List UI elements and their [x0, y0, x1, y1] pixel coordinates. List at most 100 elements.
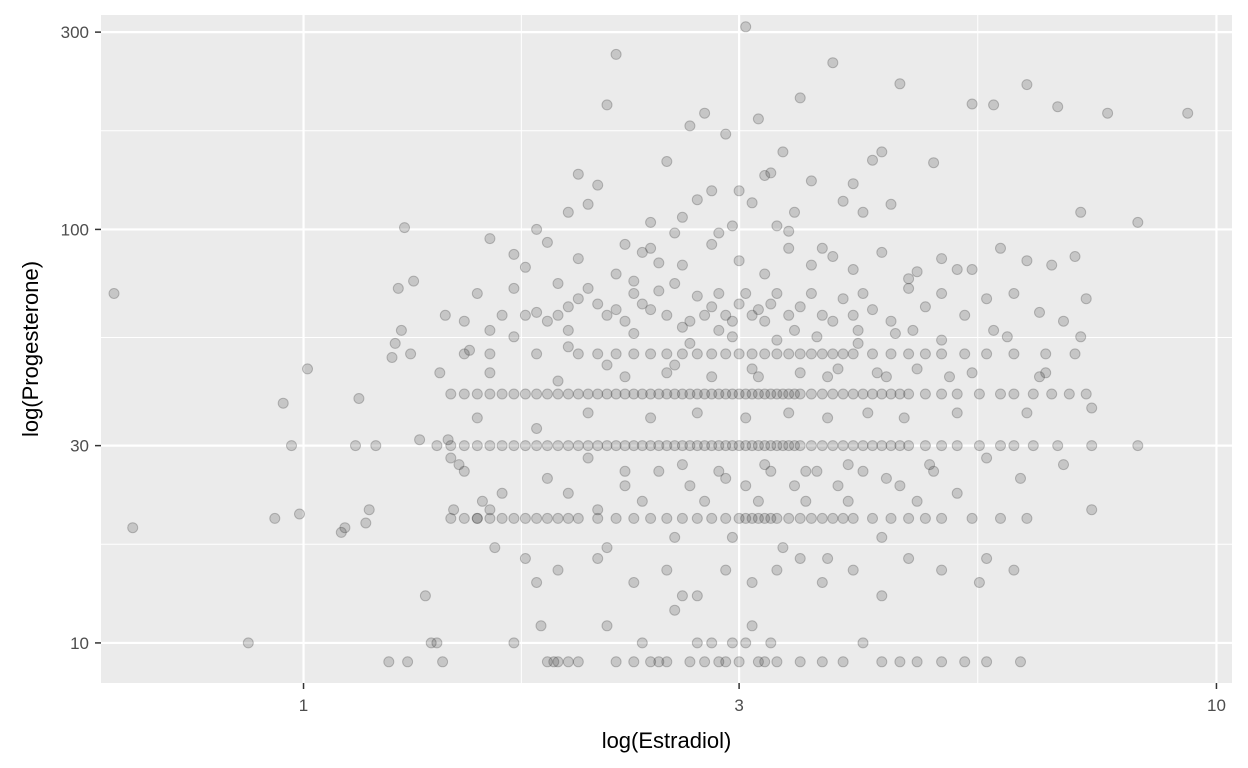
- data-point: [805, 175, 817, 187]
- data-point: [610, 512, 622, 524]
- data-point: [771, 388, 783, 400]
- data-point: [713, 465, 725, 477]
- data-point: [653, 285, 665, 297]
- data-point: [876, 146, 888, 158]
- data-point: [636, 637, 648, 649]
- data-point: [706, 388, 718, 400]
- data-point: [601, 359, 613, 371]
- data-point: [827, 315, 839, 327]
- data-point: [1027, 440, 1039, 452]
- data-point: [857, 206, 869, 218]
- data-point: [684, 337, 696, 349]
- data-point: [816, 577, 828, 588]
- data-point: [484, 440, 496, 452]
- data-point: [628, 288, 640, 299]
- data-point: [1086, 440, 1098, 452]
- data-point: [885, 388, 897, 400]
- data-point: [572, 253, 584, 265]
- data-point: [771, 440, 783, 452]
- data-point: [777, 440, 789, 452]
- data-point: [746, 348, 758, 360]
- data-point: [783, 309, 795, 321]
- data-point: [936, 440, 948, 452]
- data-point: [867, 440, 878, 452]
- data-point: [720, 512, 732, 524]
- data-point: [816, 656, 828, 668]
- data-point: [691, 388, 703, 400]
- data-point: [911, 495, 923, 507]
- data-point: [353, 393, 365, 404]
- data-point: [442, 434, 454, 446]
- data-point: [733, 512, 745, 524]
- data-point: [733, 298, 745, 310]
- data-point: [458, 465, 470, 477]
- data-point: [862, 407, 874, 419]
- data-point: [759, 315, 771, 327]
- data-point: [572, 348, 584, 360]
- data-point: [1008, 288, 1020, 299]
- data-point: [699, 309, 711, 321]
- data-point: [720, 440, 732, 452]
- data-point: [619, 238, 631, 250]
- data-point: [1021, 255, 1033, 267]
- plot-panel: [101, 15, 1232, 683]
- data-point: [552, 309, 564, 321]
- data-point: [746, 440, 758, 452]
- data-point: [903, 440, 915, 452]
- data-point: [981, 553, 993, 564]
- data-point: [496, 440, 508, 452]
- data-point: [489, 542, 501, 554]
- data-point: [832, 480, 844, 492]
- data-point: [653, 440, 665, 452]
- data-point: [765, 465, 777, 477]
- data-point: [995, 440, 1006, 452]
- data-point: [765, 637, 777, 649]
- data-point: [592, 512, 604, 524]
- data-point: [552, 375, 564, 387]
- data-point: [771, 564, 783, 576]
- data-point: [496, 309, 508, 321]
- data-point: [691, 194, 703, 206]
- data-point: [619, 440, 631, 452]
- data-point: [981, 452, 993, 464]
- data-point: [783, 388, 795, 400]
- data-point: [706, 371, 718, 383]
- data-point: [752, 113, 764, 125]
- data-point: [1052, 101, 1064, 113]
- data-point: [676, 459, 688, 471]
- data-point: [911, 266, 923, 278]
- data-point: [706, 440, 718, 452]
- data-point: [894, 656, 906, 668]
- data-point: [903, 282, 915, 294]
- data-point: [783, 512, 795, 524]
- data-point: [847, 264, 859, 275]
- data-point: [752, 495, 764, 507]
- data-point: [1001, 331, 1013, 343]
- data-point: [867, 154, 878, 166]
- data-point: [789, 206, 800, 218]
- data-point: [713, 288, 725, 299]
- data-point: [857, 465, 869, 477]
- data-point: [610, 268, 622, 280]
- data-point: [765, 298, 777, 310]
- data-point: [827, 251, 839, 262]
- data-point: [903, 273, 915, 285]
- data-point: [857, 388, 869, 400]
- data-point: [894, 440, 906, 452]
- data-point: [847, 564, 859, 576]
- data-point: [919, 301, 931, 313]
- data-point: [771, 348, 783, 360]
- data-point: [392, 282, 404, 294]
- data-point: [628, 388, 640, 400]
- major-gridlines: [101, 15, 1232, 683]
- data-point: [541, 388, 553, 400]
- data-point: [610, 348, 622, 360]
- data-point: [645, 512, 657, 524]
- data-point: [706, 637, 718, 649]
- data-point: [496, 487, 508, 499]
- data-point: [837, 656, 849, 668]
- data-point: [911, 656, 923, 668]
- data-point: [771, 288, 783, 299]
- data-point: [592, 440, 604, 452]
- data-point: [981, 656, 993, 668]
